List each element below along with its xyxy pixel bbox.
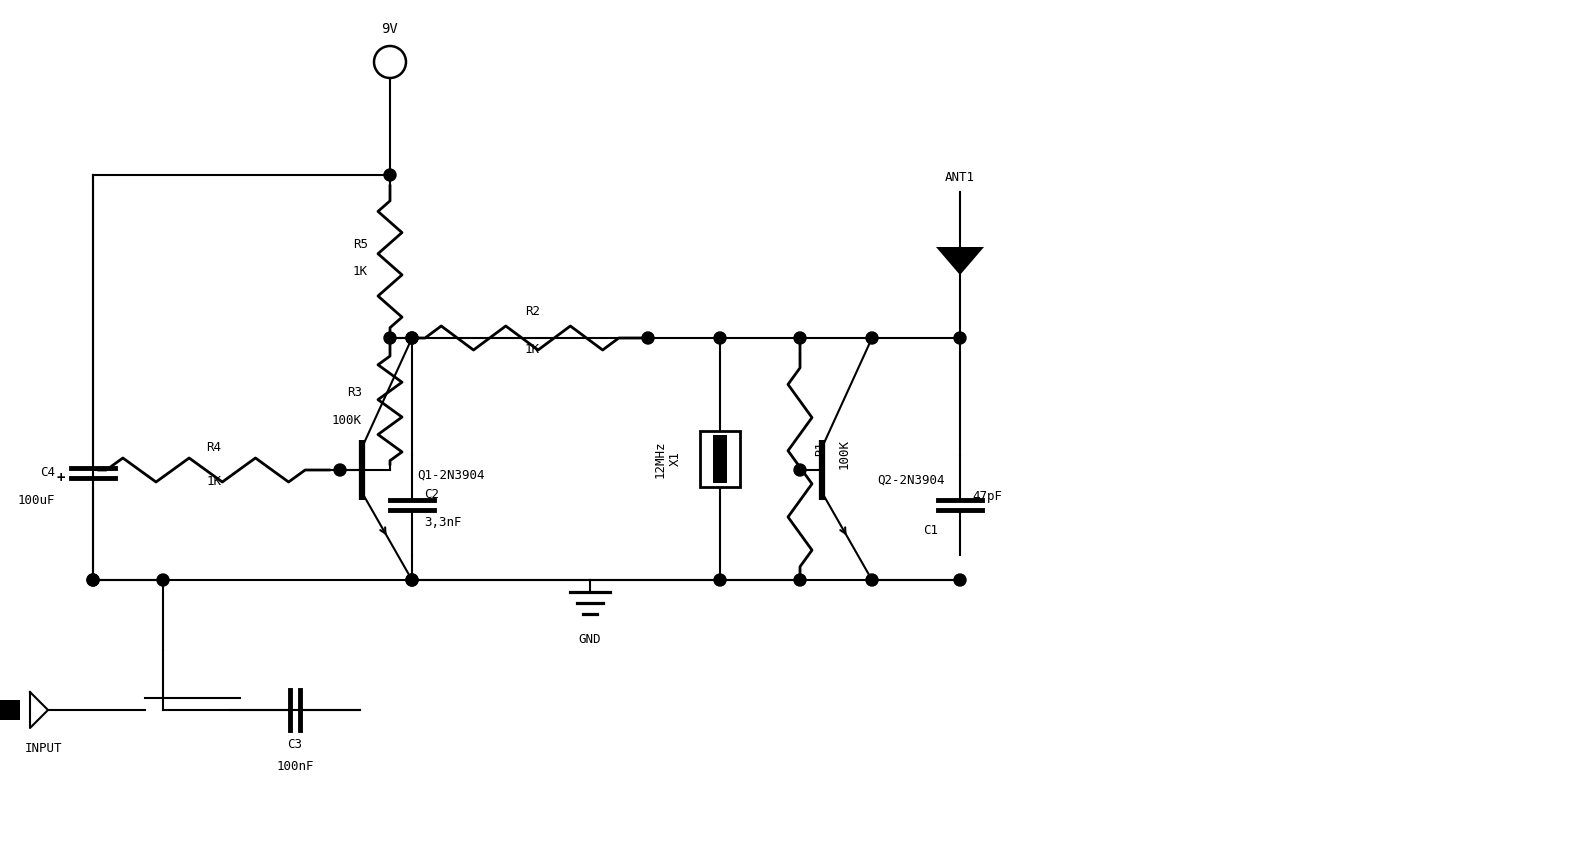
Circle shape [384,332,396,344]
Bar [700,431,740,487]
Text: 1K: 1K [206,475,222,488]
Circle shape [384,169,396,181]
Circle shape [866,332,879,344]
Text: X1: X1 [668,451,682,467]
Text: 3,3nF: 3,3nF [424,516,462,529]
Text: 100K: 100K [838,439,850,469]
Text: Q2-2N3904: Q2-2N3904 [877,474,945,486]
Circle shape [714,332,726,344]
Text: R4: R4 [206,441,222,454]
Text: 47pF: 47pF [971,491,1001,504]
Text: C1: C1 [923,523,938,536]
Circle shape [333,464,346,476]
Bar [0,700,20,720]
Circle shape [794,464,806,476]
Text: R3: R3 [347,385,362,398]
Circle shape [641,332,654,344]
Text: 100uF: 100uF [17,493,55,506]
Circle shape [954,332,967,344]
Text: 9V: 9V [382,22,398,36]
Text: GND: GND [578,633,601,646]
Circle shape [714,574,726,586]
Circle shape [794,332,806,344]
Circle shape [406,332,418,344]
Circle shape [406,574,418,586]
Circle shape [954,574,967,586]
Bar [714,435,726,483]
Text: C2: C2 [424,488,439,501]
Circle shape [866,574,879,586]
Circle shape [406,332,418,344]
Circle shape [794,574,806,586]
Text: ANT1: ANT1 [945,171,975,184]
Circle shape [86,574,99,586]
Polygon shape [935,247,984,275]
Text: INPUT: INPUT [25,742,63,755]
Text: R5: R5 [354,238,368,251]
Circle shape [157,574,170,586]
Text: 1K: 1K [525,343,541,356]
Circle shape [406,574,418,586]
Text: C4: C4 [39,467,55,480]
Circle shape [86,574,99,586]
Text: 100K: 100K [332,414,362,426]
Text: R2: R2 [525,305,541,318]
Text: 12MHz: 12MHz [654,440,667,478]
Text: Q1-2N3904: Q1-2N3904 [417,468,484,481]
Text: +: + [57,471,64,485]
Text: R1: R1 [814,442,827,456]
Text: 100nF: 100nF [277,760,314,773]
Text: C3: C3 [288,738,302,751]
Text: 1K: 1K [354,265,368,278]
